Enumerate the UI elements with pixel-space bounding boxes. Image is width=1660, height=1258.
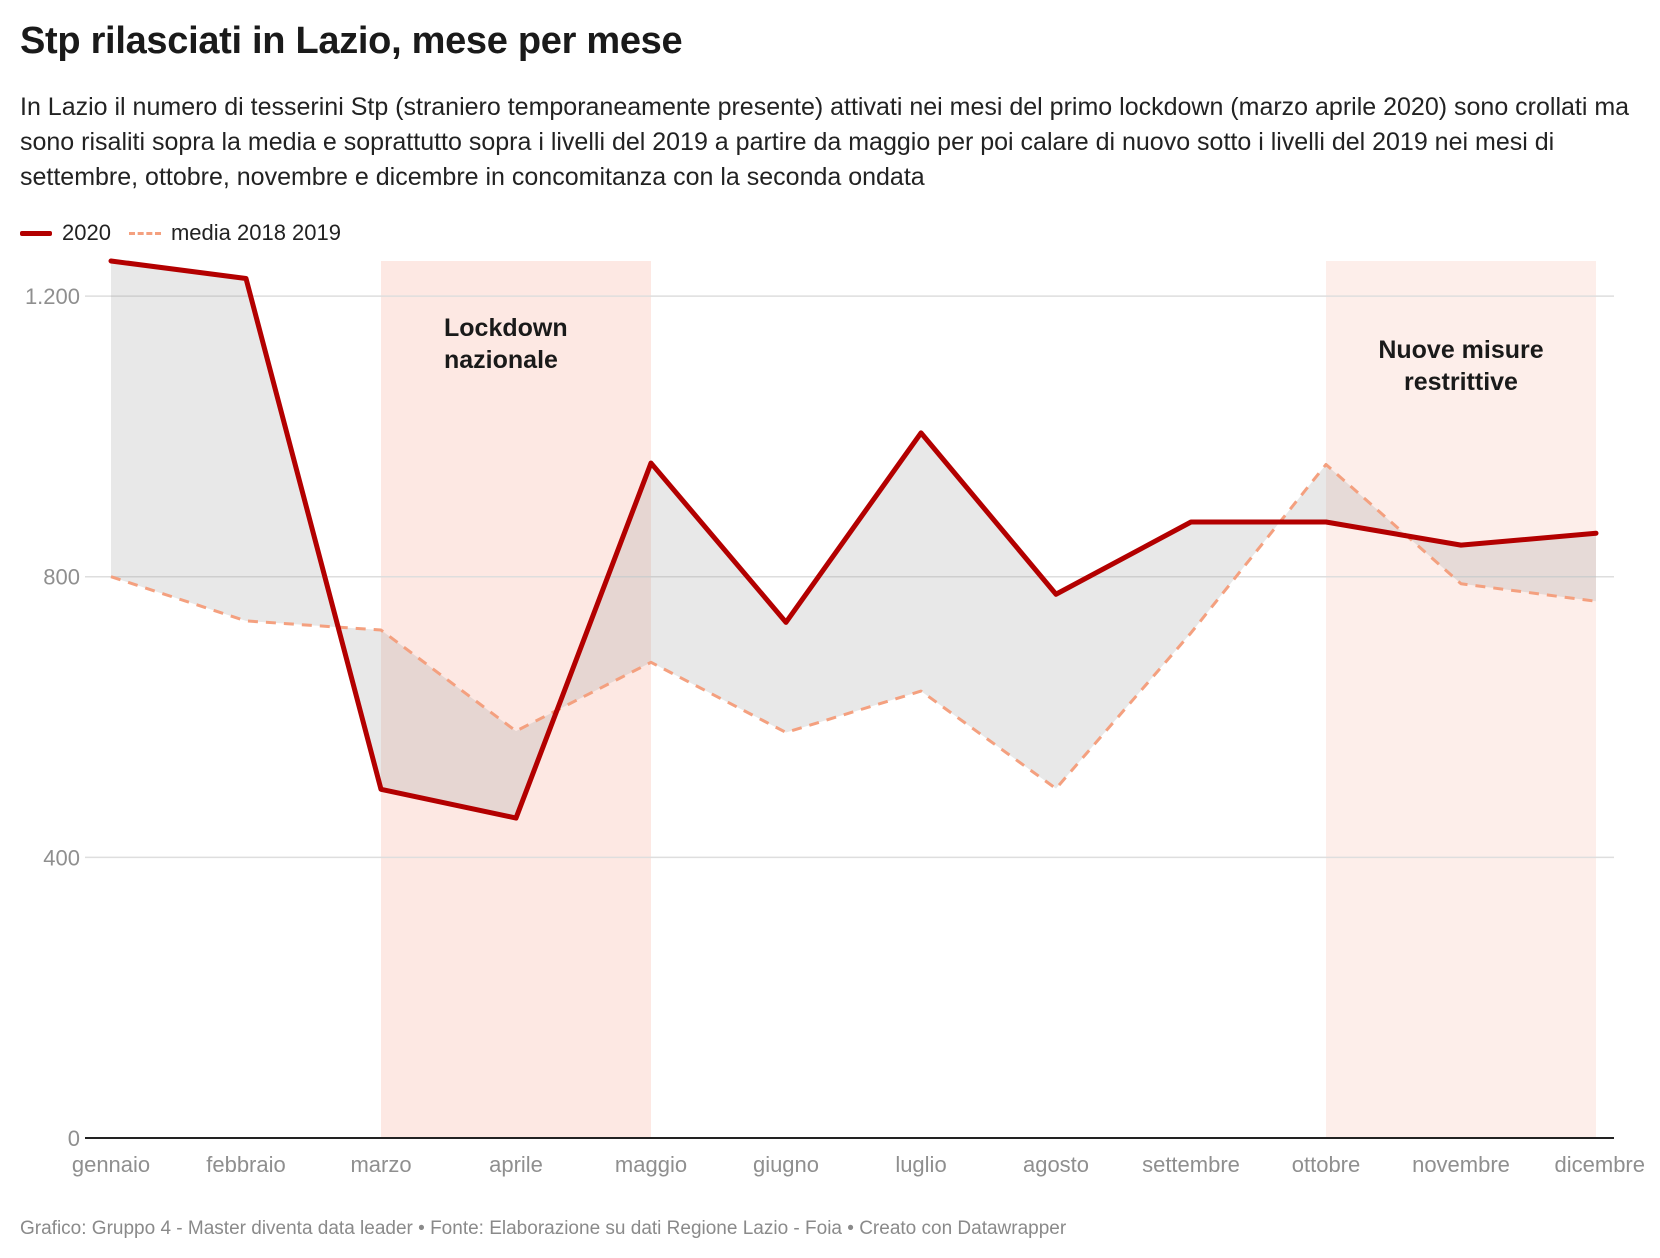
x-tick-label: marzo [350,1152,411,1177]
band-label: nazionale [444,346,558,374]
chart-title: Stp rilasciati in Lazio, mese per mese [20,20,683,62]
y-tick-label: 0 [68,1126,80,1151]
legend-label-media: media 2018 2019 [170,220,341,245]
x-tick-label: dicembre [1555,1152,1645,1177]
y-tick-label: 1.200 [25,284,80,309]
x-tick-label: gennaio [72,1152,150,1177]
series-line-media-2018-2019 [110,462,1597,791]
legend-swatch-dashed [128,231,161,235]
legend-item-media: media 2018 2019 [128,220,341,246]
highlight-band [1326,261,1596,1138]
y-tick-label: 800 [43,565,80,590]
x-tick-label: giugno [753,1152,819,1177]
x-tick-label: settembre [1142,1152,1240,1177]
band-label: restrittive [1404,368,1518,396]
y-tick-label: 400 [43,845,80,870]
series-line-2020 [108,258,1599,821]
x-tick-label: maggio [615,1152,687,1177]
x-tick-label: novembre [1412,1152,1510,1177]
legend: 2020 media 2018 2019 [20,220,341,246]
x-tick-label: ottobre [1292,1152,1361,1177]
highlight-band [381,261,651,1138]
x-tick-label: luglio [895,1152,946,1177]
chart-footer: Grafico: Gruppo 4 - Master diventa data … [20,1218,1067,1239]
x-tick-label: agosto [1023,1152,1089,1177]
legend-swatch-solid [20,230,52,236]
band-label: Lockdown [444,314,568,342]
legend-item-2020: 2020 [20,220,111,246]
x-tick-label: febbraio [206,1152,286,1177]
difference-area [111,261,1596,819]
x-tick-label: aprile [489,1152,543,1177]
chart-subtitle: In Lazio il numero di tesserini Stp (str… [20,93,1630,191]
band-label: Nuove misure [1378,336,1543,364]
legend-label-2020: 2020 [62,220,111,245]
